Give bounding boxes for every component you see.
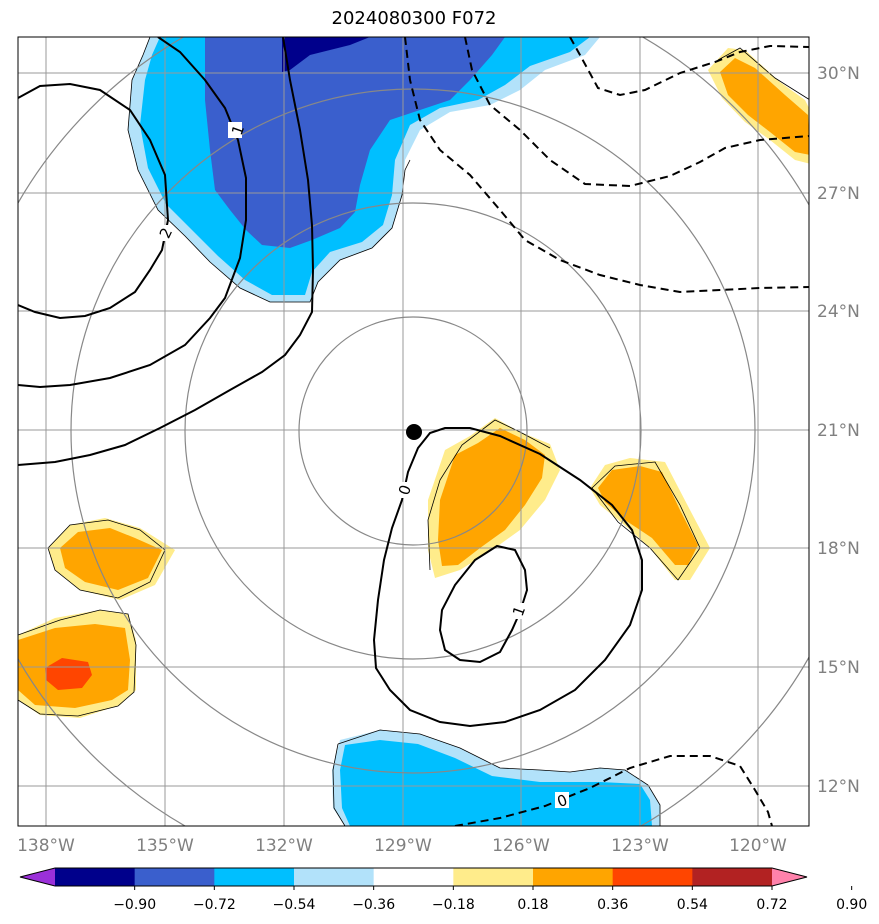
contour-1-center [438,544,529,664]
dashed-contour-east [404,37,809,294]
lat-label: 24°N [817,302,860,322]
lon-label: 132°W [255,836,313,856]
colorbar-extend-high [772,868,807,886]
dashed-contours [404,37,809,826]
colorbar-tick-label: 0.54 [677,897,708,913]
colorbar-segment [533,868,614,886]
contour-labels: 1 2 0 1 0 [156,122,570,811]
dashed-contour-ne-1 [464,37,809,188]
positive-anomaly-sw-max [45,658,92,690]
contour-1-west [18,37,247,389]
lat-axis-labels: 30°N 27°N 24°N 21°N 18°N 15°N 12°N [817,64,860,797]
storm-center-marker [406,424,422,440]
colorbar-tick-label: 0.72 [756,897,787,913]
map-plot: 1 2 0 1 0 [18,37,809,826]
lon-axis-labels: 138°W 135°W 132°W 129°W 126°W 123°W 120°… [17,836,787,856]
colorbar-segments [20,868,807,886]
colorbar-ticks: −0.90 −0.72 −0.54 −0.36 −0.18 0.18 0.36 0.54 0.7… [113,886,867,913]
colorbar-segment [692,868,773,886]
colorbar-tick-label: −0.54 [273,897,316,913]
colorbar-segment [612,868,693,886]
negative-anomaly-north-max [282,37,370,72]
colorbar-tick-label: −0.18 [432,897,475,913]
shading-layer [18,37,809,826]
lon-label: 138°W [17,836,75,856]
lat-label: 18°N [817,539,860,559]
lat-label: 27°N [817,184,860,204]
colorbar-segment [214,868,295,886]
positive-anomaly-west-core [60,528,162,590]
map-title: 2024080300 F072 [331,8,497,29]
colorbar-tick-label: −0.72 [193,897,236,913]
solid-contours [18,37,643,728]
colorbar-extend-low [20,868,55,886]
negative-anomaly-south-core [340,740,652,826]
colorbar-segment [55,868,136,886]
contour-0-west [18,37,315,466]
lat-label: 15°N [817,658,860,678]
colorbar-tick-label: −0.36 [352,897,395,913]
colorbar-segment [134,868,215,886]
positive-anomaly-center-core [438,428,545,566]
positive-anomaly-east-core [598,466,698,565]
colorbar-segment [373,868,454,886]
plot-frame [17,36,810,827]
colorbar-tick-label: 0.36 [597,897,628,913]
colorbar-tick-label: 0.90 [836,897,867,913]
dashed-contour-south [454,755,773,826]
lat-label: 12°N [817,777,860,797]
lat-label: 21°N [817,421,860,441]
lon-label: 135°W [136,836,194,856]
lon-label: 129°W [374,836,432,856]
dashed-contour-ne-2 [569,37,809,97]
colorbar: −0.90 −0.72 −0.54 −0.36 −0.18 0.18 0.36 0.54 0.7… [19,867,867,913]
positive-anomaly-ne-core [720,58,809,155]
lon-label: 126°W [492,836,550,856]
lat-label: 30°N [817,64,860,84]
colorbar-tick-label: −0.90 [113,897,156,913]
contour-0-center [372,427,643,728]
shading-outlines [18,37,809,826]
colorbar-outline [19,867,808,887]
colorbar-tick-label: 0.18 [517,897,548,913]
colorbar-segment [453,868,534,886]
lon-label: 123°W [611,836,669,856]
lon-label: 120°W [729,836,787,856]
colorbar-segment [294,868,375,886]
